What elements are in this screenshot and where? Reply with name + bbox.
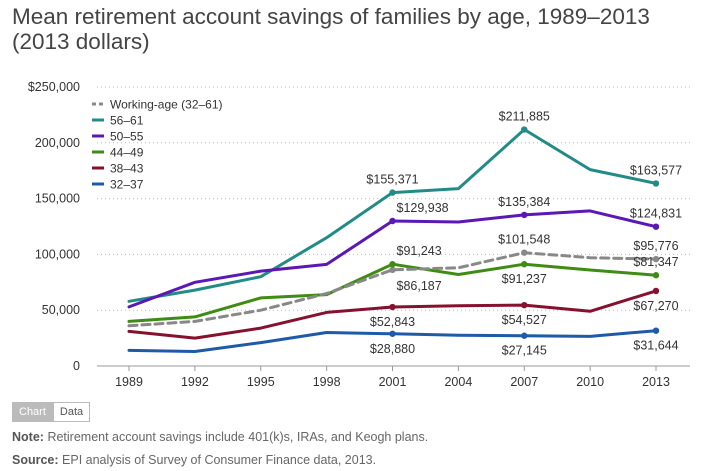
data-label: $124,831 [630,207,682,221]
y-tick-label: $250,000 [28,80,80,94]
x-tick-label: 2001 [379,375,407,389]
note-label: Note: [12,430,44,444]
legend-label: 50–55 [110,130,144,144]
legend-label: 32–37 [110,178,144,192]
data-label: $81,347 [633,255,678,269]
legend-label: 56–61 [110,114,144,128]
data-point-marker [521,332,528,339]
data-label: $129,938 [397,201,449,215]
data-point-marker [389,189,396,196]
x-tick-label: 2013 [642,375,670,389]
data-point-marker [521,301,528,309]
data-point-marker [521,249,528,256]
data-label: $28,880 [370,342,415,356]
data-point-marker [389,266,396,274]
y-tick-label: 150,000 [35,192,80,206]
tab-data[interactable]: Data [52,402,91,422]
data-point-marker [389,330,396,337]
data-label: $211,885 [499,110,550,124]
data-point-marker [652,223,660,230]
chart-title: Mean retirement account savings of famil… [12,4,650,54]
y-tick-label: 0 [73,359,80,373]
data-label: $54,527 [502,313,547,327]
x-tick-label: 1989 [115,375,143,389]
data-label: $86,187 [397,279,442,293]
data-label: $91,237 [502,272,547,286]
data-label: $91,243 [397,244,442,258]
legend-label: 38–43 [110,162,144,176]
source-label: Source: [12,453,59,467]
series-line-0 [127,251,658,328]
data-point-marker [652,287,660,295]
x-tick-label: 2004 [444,375,472,389]
data-label: $163,577 [630,163,682,177]
x-tick-label: 1992 [181,375,209,389]
data-label: $52,843 [370,315,415,329]
chart-note: Note: Retirement account savings include… [12,430,428,444]
data-point-marker [652,255,660,263]
line-chart: 0 50,000 100,000 150,000 200,000 $250,000 1989… [28,80,690,389]
data-label: $95,776 [633,239,678,253]
source-text: EPI analysis of Survey of Consumer Finan… [62,453,377,467]
data-point-marker [389,260,396,268]
data-label: $31,644 [633,339,678,353]
data-point-marker [521,211,528,219]
data-label: $27,145 [502,344,547,358]
data-point-marker [521,126,528,133]
data-label: $155,371 [366,173,418,187]
view-tabs: Chart Data [12,402,91,422]
data-point-marker [652,327,660,334]
y-tick-label: 200,000 [35,136,80,150]
chart-source: Source: EPI analysis of Survey of Consum… [12,453,376,467]
data-point-marker [521,260,528,268]
series-line-2 [127,209,658,309]
data-label: $67,270 [633,299,678,313]
x-tick-label: 1995 [247,375,275,389]
y-tick-label: 50,000 [42,303,80,317]
data-point-marker [389,217,396,225]
x-tick-label: 2007 [510,375,538,389]
x-tick-label: 2010 [576,375,604,389]
legend-label: 44–49 [110,146,144,160]
note-text: Retirement account savings include 401(k… [47,430,429,444]
data-label: $135,384 [498,195,550,209]
series-line-1 [127,128,658,303]
data-point-marker [389,303,396,311]
y-tick-label: 100,000 [35,247,80,261]
x-tick-label: 1998 [313,375,341,389]
data-point-marker [652,272,660,279]
tab-chart[interactable]: Chart [12,402,53,422]
legend-label: Working-age (32–61) [110,98,223,112]
data-label: $101,548 [498,233,550,247]
data-point-marker [652,180,660,187]
